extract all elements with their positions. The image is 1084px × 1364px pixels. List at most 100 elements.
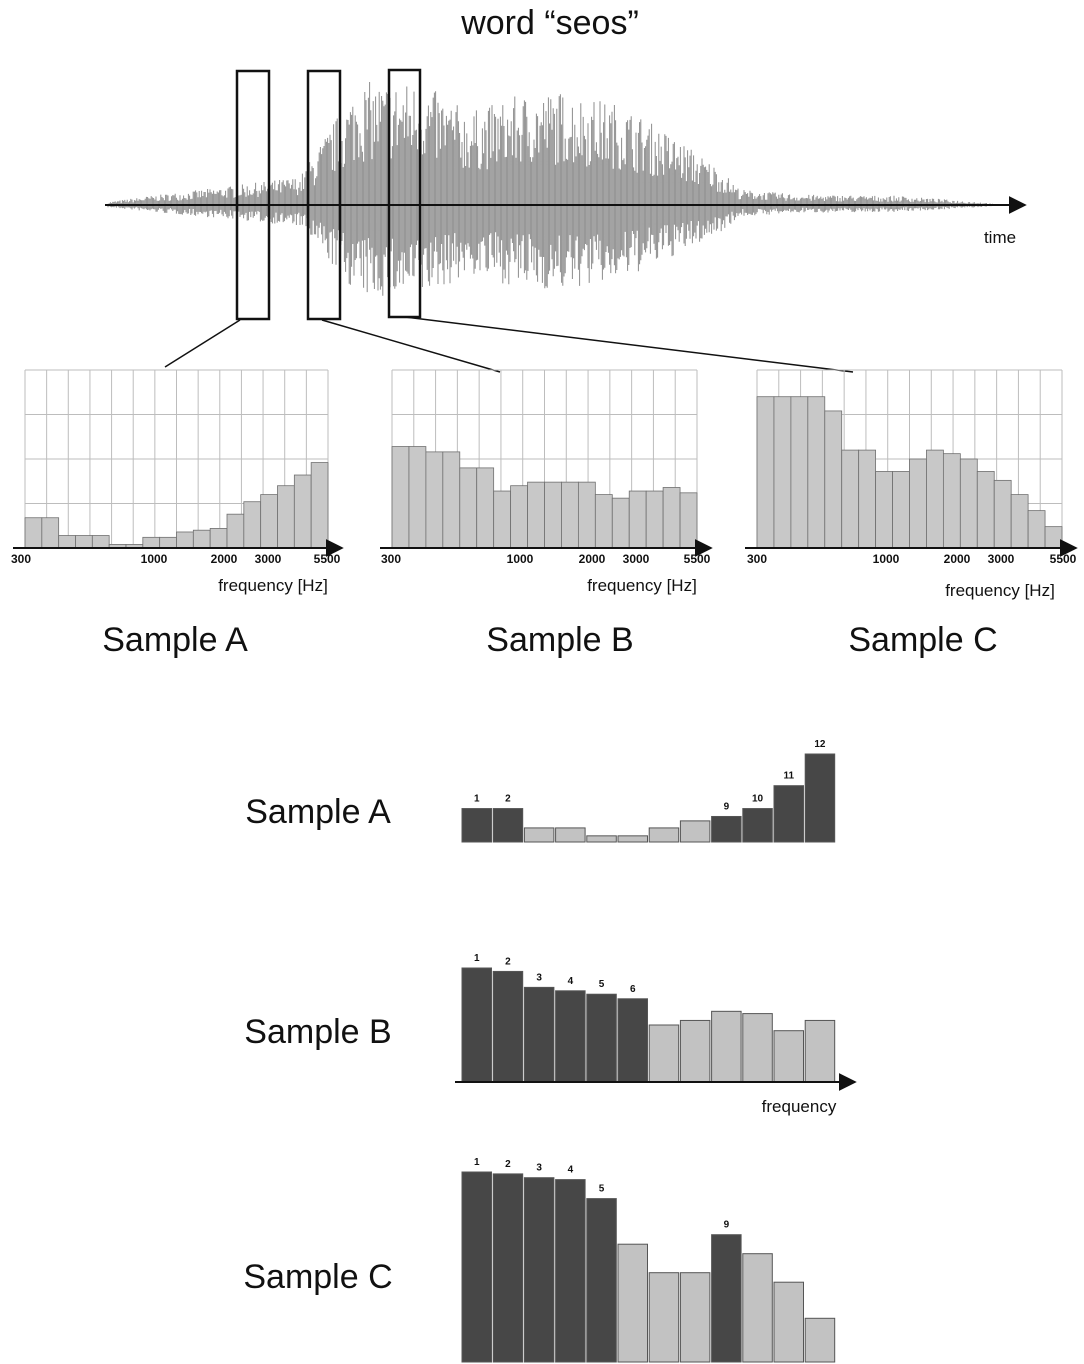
spectrum-bar: [260, 494, 278, 549]
spectrum-bar: [790, 396, 809, 549]
band-bar: [711, 815, 742, 843]
sample-label: Sample A: [102, 621, 248, 659]
band-bar: [461, 1171, 492, 1363]
band-bar: [617, 835, 648, 843]
spectrum-bar: [391, 446, 410, 549]
spectrum-bar: [24, 517, 43, 549]
spectrum-bar: [58, 535, 76, 549]
frequency-axis-label: frequency [Hz]: [945, 581, 1055, 600]
frequency-axis-label: frequency [Hz]: [587, 576, 697, 595]
spectrum-bar: [1010, 494, 1029, 549]
sample-label: Sample B: [486, 621, 633, 659]
waveform: time: [105, 68, 1027, 373]
spectrum-bar: [310, 462, 329, 549]
spectrum-bar: [1027, 510, 1046, 549]
band-number-label: 10: [752, 794, 764, 805]
spectrum-bar: [476, 467, 495, 549]
band-bar: [586, 993, 617, 1083]
figure-title: word “seos”: [460, 4, 639, 42]
band-chart-b: Sample B 1 2 3 4 5 6 frequency: [244, 953, 857, 1116]
spectrum-bar: [773, 396, 792, 549]
band-bar: [711, 1010, 742, 1083]
band-number-label: 4: [568, 976, 574, 987]
spectrum-bar: [442, 451, 461, 549]
band-number-label: 11: [783, 771, 794, 782]
spectrum-bar: [824, 410, 843, 549]
band-bar: [679, 1272, 711, 1363]
band-bar: [773, 1030, 804, 1083]
connector-c: [404, 316, 854, 373]
spectrum-bar: [841, 449, 860, 549]
freq-tick: 2000: [579, 552, 606, 566]
band-bars-b: 1 2 3 4 5 6: [461, 953, 836, 1083]
band-number-label: 5: [599, 1184, 605, 1195]
band-bar: [492, 1173, 524, 1363]
band-bar: [679, 1019, 711, 1083]
spectrum-bar: [277, 485, 295, 549]
spectrum-b-plot: [380, 369, 713, 557]
band-bar: [617, 1243, 648, 1363]
band-chart-c: Sample C 1 2 3 4 5 9: [243, 1157, 836, 1363]
spectrum-bar: [527, 481, 545, 549]
spectrum-bar: [243, 501, 262, 549]
freq-tick: 3000: [623, 552, 650, 566]
freq-tick: 2000: [944, 552, 971, 566]
sample-label: Sample C: [848, 621, 997, 659]
waveform-trace: [107, 82, 999, 296]
band-bar: [648, 827, 680, 843]
spectrum-bar: [561, 481, 579, 549]
spectrum-bar: [176, 531, 194, 549]
band-bar: [742, 1013, 773, 1083]
spectrum-bar: [875, 471, 893, 549]
spectrum-bar: [892, 471, 910, 549]
spectrum-bar: [594, 494, 613, 549]
band-number-label: 3: [536, 1163, 542, 1174]
window-c: [387, 68, 422, 319]
sample-label: Sample A: [245, 793, 391, 831]
spectrum-panel-c: 300 1000 2000 3000 5500 frequency [Hz] S…: [745, 369, 1078, 659]
spectrum-bar: [91, 535, 110, 549]
freq-tick: 5500: [314, 552, 341, 566]
band-number-label: 9: [724, 801, 730, 812]
spectrum-bar: [544, 481, 562, 549]
band-number-label: 1: [474, 953, 480, 964]
spectrum-bar: [1044, 526, 1063, 549]
band-bar: [773, 1281, 804, 1363]
band-bar: [648, 1024, 680, 1083]
window-a: [235, 69, 271, 321]
band-bar: [461, 808, 492, 843]
spectrum-bar: [159, 536, 177, 549]
spectrum-panel-a: 300 1000 2000 3000 5500 frequency [Hz] S…: [11, 369, 344, 659]
spectrum-a-plot: [13, 369, 344, 557]
spectrum-bar: [858, 449, 877, 549]
spectrum-bar: [976, 471, 995, 549]
band-number-label: 3: [536, 972, 542, 983]
spectrum-bar: [75, 535, 93, 549]
band-bar: [711, 1234, 742, 1363]
band-bar: [523, 986, 555, 1083]
band-bar: [555, 1179, 586, 1363]
band-number-label: 5: [599, 979, 605, 990]
band-bar: [586, 835, 617, 843]
band-bar: [461, 967, 492, 1083]
band-number-label: 2: [505, 956, 511, 967]
band-bar: [555, 827, 586, 843]
waveform-signal: [107, 82, 999, 296]
spectrum-bar: [209, 528, 228, 549]
window-b: [306, 69, 342, 321]
band-number-label: 12: [814, 739, 826, 750]
spectrum-bar: [662, 487, 681, 549]
spectrum-bar: [807, 396, 826, 549]
spectrum-bar: [628, 490, 647, 549]
band-number-label: 1: [474, 1157, 480, 1168]
band-number-label: 1: [474, 794, 480, 805]
spectrum-bar: [41, 517, 60, 549]
freq-tick: 3000: [988, 552, 1015, 566]
freq-tick: 1000: [873, 552, 900, 566]
spectrum-bar: [679, 492, 698, 549]
band-bar: [555, 990, 586, 1083]
spectrum-bar: [942, 453, 961, 549]
freq-tick: 3000: [255, 552, 282, 566]
band-number-label: 6: [630, 984, 636, 995]
